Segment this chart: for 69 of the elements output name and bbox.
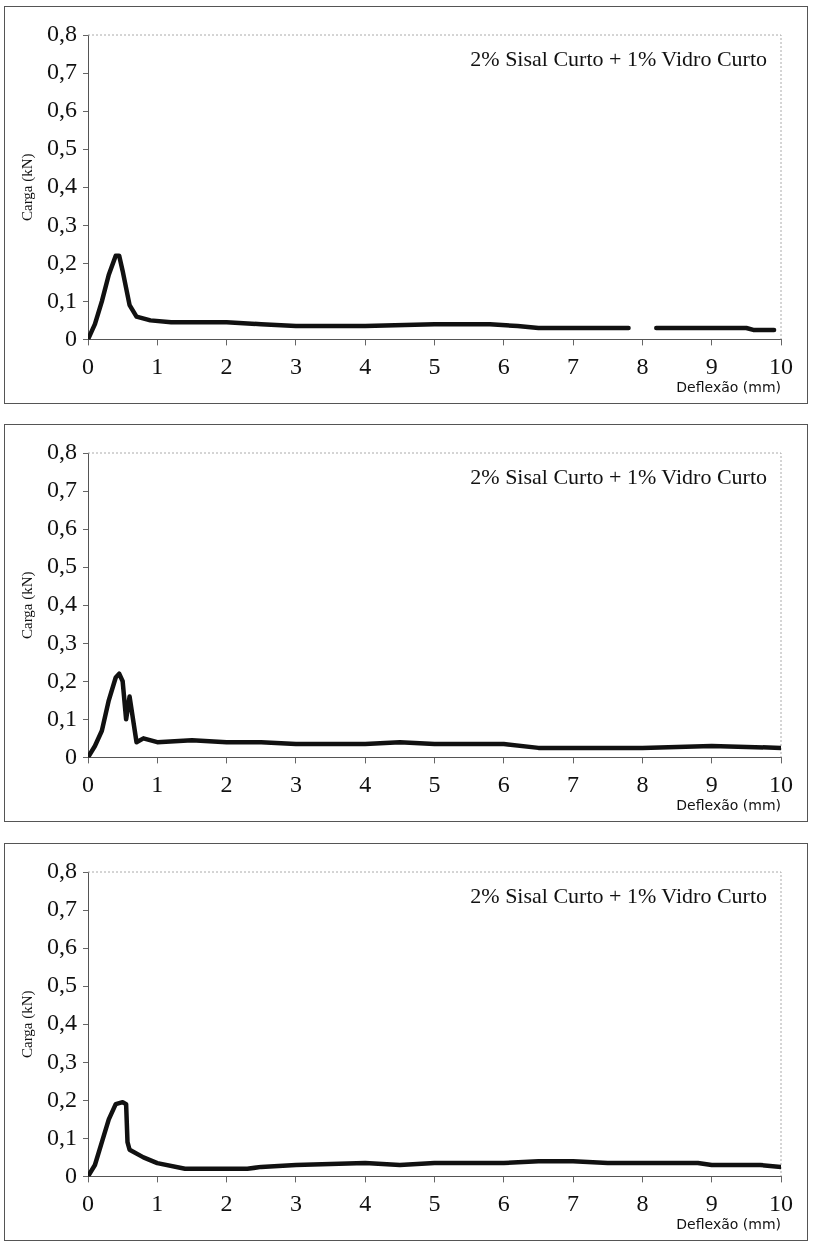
x-tick-label: 1: [151, 353, 164, 380]
x-tick-label: 4: [359, 353, 372, 380]
x-tick-label: 0: [82, 1190, 94, 1217]
y-tick-label: 0,8: [47, 438, 77, 465]
x-axis-title: Deflexão (mm): [676, 797, 781, 814]
x-tick-label: 0: [82, 771, 94, 798]
y-axis-title: Carga (kN): [18, 990, 36, 1059]
y-tick-label: 0,6: [47, 514, 77, 541]
y-tick-label: 0,2: [47, 1085, 77, 1112]
x-tick-label: 0: [82, 353, 94, 380]
x-tick-label: 7: [567, 771, 580, 798]
y-tick-label: 0,8: [47, 857, 77, 884]
y-tick-label: 0,5: [47, 134, 77, 161]
x-tick-label: 3: [289, 353, 302, 380]
annotation: 2% Sisal Curto + 1% Vidro Curto: [470, 45, 767, 71]
x-tick-label: 4: [359, 771, 372, 798]
y-tick-label: 0,6: [47, 933, 77, 960]
annotation: 2% Sisal Curto + 1% Vidro Curto: [470, 463, 767, 489]
x-tick-label: 1: [151, 1190, 164, 1217]
y-axis-title: Carga (kN): [18, 571, 36, 640]
y-tick-label: 0,6: [47, 96, 77, 123]
x-tick-label: 3: [289, 771, 302, 798]
y-tick-label: 0: [65, 1161, 77, 1188]
y-tick-label: 0,3: [47, 628, 77, 655]
y-tick-label: 0,4: [47, 172, 77, 199]
x-tick-label: 5: [428, 771, 441, 798]
x-tick-label: 7: [567, 1190, 580, 1217]
y-tick-label: 0,5: [47, 552, 77, 579]
x-tick-label: 9: [705, 771, 718, 798]
y-tick-label: 0,7: [47, 476, 77, 503]
y-tick-label: 0,2: [47, 666, 77, 693]
x-tick-label: 6: [497, 1190, 510, 1217]
y-tick-label: 0,3: [47, 210, 77, 237]
y-tick-label: 0,1: [47, 704, 77, 731]
y-axis-title: Carga (kN): [18, 153, 36, 222]
y-tick-label: 0,2: [47, 248, 77, 275]
x-tick-label: 9: [705, 353, 718, 380]
x-tick-label: 8: [636, 1190, 649, 1217]
y-tick-label: 0: [65, 742, 77, 769]
y-tick-label: 0,7: [47, 895, 77, 922]
x-axis-title: Deflexão (mm): [676, 379, 781, 396]
x-tick-label: 3: [289, 1190, 302, 1217]
x-tick-label: 1: [151, 771, 164, 798]
y-tick-label: 0,8: [47, 20, 77, 47]
x-tick-label: 2: [220, 1190, 233, 1217]
x-tick-label: 10: [769, 1190, 793, 1217]
y-tick-label: 0,1: [47, 1123, 77, 1150]
x-tick-label: 8: [636, 771, 649, 798]
x-tick-label: 10: [769, 771, 793, 798]
x-axis-title: Deflexão (mm): [676, 1216, 781, 1233]
y-tick-label: 0: [65, 324, 77, 351]
y-tick-label: 0,4: [47, 590, 77, 617]
y-tick-label: 0,5: [47, 971, 77, 998]
x-tick-label: 5: [428, 1190, 441, 1217]
y-tick-label: 0,7: [47, 58, 77, 85]
annotation: 2% Sisal Curto + 1% Vidro Curto: [470, 882, 767, 908]
x-tick-label: 9: [705, 1190, 718, 1217]
x-tick-label: 5: [428, 353, 441, 380]
y-tick-label: 0,1: [47, 286, 77, 313]
x-tick-label: 8: [636, 353, 649, 380]
x-tick-label: 2: [220, 771, 233, 798]
x-tick-label: 10: [769, 353, 793, 380]
x-tick-label: 6: [497, 353, 510, 380]
y-tick-label: 0,3: [47, 1047, 77, 1074]
x-tick-label: 6: [497, 771, 510, 798]
x-tick-label: 4: [359, 1190, 372, 1217]
x-tick-label: 7: [567, 353, 580, 380]
x-tick-label: 2: [220, 353, 233, 380]
y-tick-label: 0,4: [47, 1009, 77, 1036]
